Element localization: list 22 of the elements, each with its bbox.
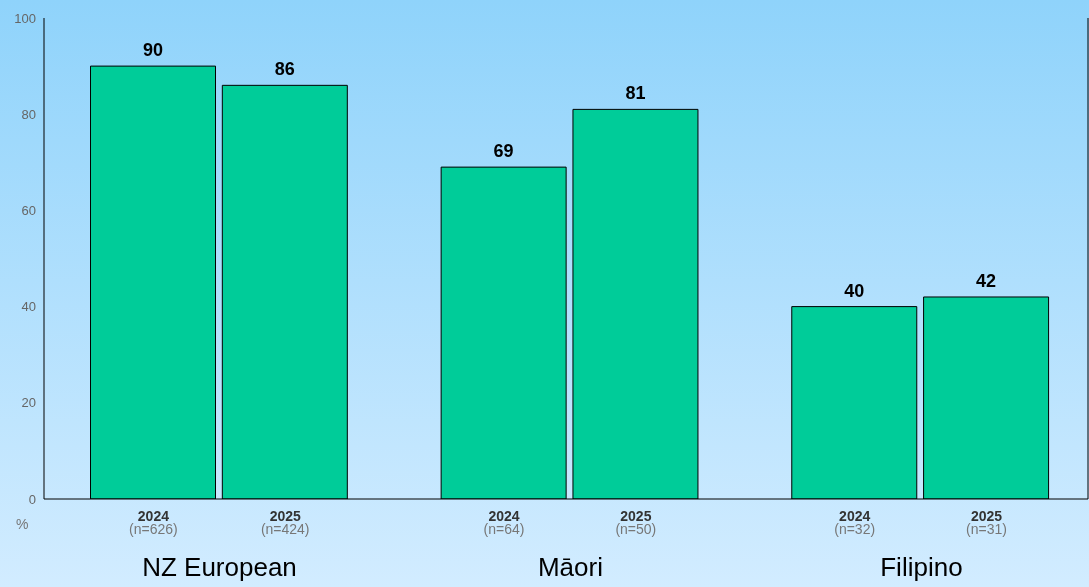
x-tick-label: 2025 (n=424) — [260, 508, 310, 537]
text: Māori — [536, 552, 604, 583]
text: NZ European — [141, 552, 298, 583]
x-tick-label: 2024 (n=32) — [834, 508, 876, 537]
y-tick-label: 0 — [28, 491, 36, 507]
y-tick-label: 60 — [21, 203, 36, 219]
y-tick-label: 80 — [21, 106, 36, 122]
x-tick-label: 2025 (n=31) — [966, 508, 1007, 537]
data-label: 69 — [493, 141, 514, 162]
y-axis-title: % — [16, 516, 29, 532]
x-tick-label: 2024 (n=64) — [483, 508, 525, 537]
text: Filipino — [879, 552, 964, 583]
y-tick-label: 40 — [21, 299, 36, 315]
data-label: 42 — [976, 270, 997, 291]
data-label: 40 — [844, 280, 865, 301]
y-tick-label: 20 — [21, 395, 36, 411]
y-tick-label: 100 — [14, 10, 36, 26]
x-tick-label: 2025 (n=50) — [615, 508, 657, 537]
x-tick-label: 2024 (n=626) — [129, 508, 178, 537]
data-label: 90 — [142, 40, 164, 61]
data-label: 86 — [274, 59, 295, 80]
data-label: 81 — [625, 83, 646, 104]
